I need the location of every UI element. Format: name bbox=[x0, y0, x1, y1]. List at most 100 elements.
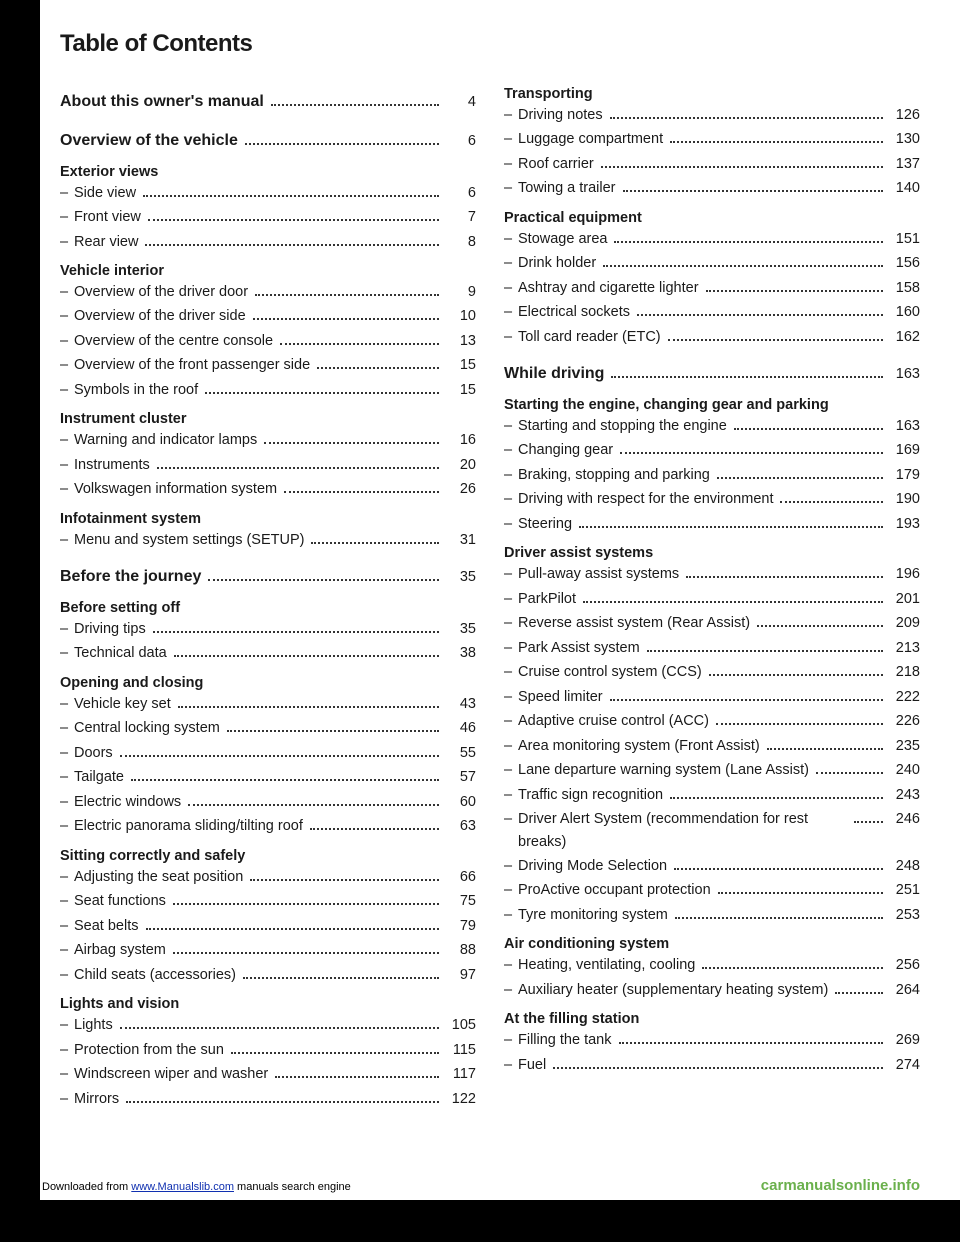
dash-icon: – bbox=[60, 890, 74, 912]
page-number: 38 bbox=[442, 642, 476, 664]
toc-entry: –Drink holder156 bbox=[504, 252, 920, 274]
page-number: 9 bbox=[442, 281, 476, 303]
dash-icon: – bbox=[504, 879, 518, 901]
page-number: 126 bbox=[886, 104, 920, 126]
leader-dots bbox=[157, 456, 439, 469]
entry-label: Front view bbox=[74, 206, 145, 228]
leader-dots bbox=[188, 793, 439, 806]
entry-label: Stowage area bbox=[518, 228, 611, 250]
page-number: 137 bbox=[886, 153, 920, 175]
entry-label: Heating, ventilating, cooling bbox=[518, 954, 699, 976]
entry-label: Instruments bbox=[74, 454, 154, 476]
toc-entry: –Front view7 bbox=[60, 206, 476, 228]
page-number: 253 bbox=[886, 904, 920, 926]
dash-icon: – bbox=[504, 464, 518, 486]
page-number: 55 bbox=[442, 742, 476, 764]
page-title: Table of Contents bbox=[60, 30, 920, 58]
leader-dots bbox=[610, 688, 883, 701]
toc-entry: –Towing a trailer140 bbox=[504, 177, 920, 199]
toc-entry: –Ashtray and cigarette lighter158 bbox=[504, 277, 920, 299]
dash-icon: – bbox=[60, 866, 74, 888]
dash-icon: – bbox=[60, 693, 74, 715]
page-number: 7 bbox=[442, 206, 476, 228]
dash-icon: – bbox=[504, 759, 518, 781]
toc-entry: –Symbols in the roof15 bbox=[60, 379, 476, 401]
toc-entry: –Windscreen wiper and washer117 bbox=[60, 1063, 476, 1085]
dash-icon: – bbox=[504, 177, 518, 199]
entry-label: Electrical sockets bbox=[518, 301, 634, 323]
entry-label: Roof carrier bbox=[518, 153, 598, 175]
toc-entry: –Reverse assist system (Rear Assist)209 bbox=[504, 612, 920, 634]
toc-entry: –Electrical sockets160 bbox=[504, 301, 920, 323]
page-number: 88 bbox=[442, 939, 476, 961]
toc-entry: –Roof carrier137 bbox=[504, 153, 920, 175]
entry-label: Protection from the sun bbox=[74, 1039, 228, 1061]
entry-label: Traffic sign recognition bbox=[518, 784, 667, 806]
leader-dots bbox=[173, 892, 439, 905]
entry-label: Pull-away assist systems bbox=[518, 563, 683, 585]
entry-label: Symbols in the roof bbox=[74, 379, 202, 401]
toc-section: About this owner's manual4 bbox=[60, 90, 476, 115]
toc-entry: –Auxiliary heater (supplementary heating… bbox=[504, 979, 920, 1001]
page-number: 10 bbox=[442, 305, 476, 327]
entry-label: Cruise control system (CCS) bbox=[518, 661, 706, 683]
dash-icon: – bbox=[60, 182, 74, 204]
page-number: 213 bbox=[886, 637, 920, 659]
dash-icon: – bbox=[504, 735, 518, 757]
leader-dots bbox=[670, 130, 883, 143]
leader-dots bbox=[734, 417, 883, 430]
entry-label: Rear view bbox=[74, 231, 142, 253]
dash-icon: – bbox=[60, 766, 74, 788]
entry-label: Airbag system bbox=[74, 939, 170, 961]
page-number: 163 bbox=[886, 415, 920, 437]
entry-label: Towing a trailer bbox=[518, 177, 620, 199]
download-link[interactable]: www.Manualslib.com bbox=[131, 1181, 234, 1193]
page-number: 248 bbox=[886, 855, 920, 877]
page-number: 16 bbox=[442, 429, 476, 451]
toc-subtitle: Opening and closing bbox=[60, 675, 476, 691]
leader-dots bbox=[173, 941, 439, 954]
leader-dots bbox=[583, 590, 883, 603]
toc-section: While driving163 bbox=[504, 362, 920, 387]
watermark: carmanualsonline.info bbox=[761, 1177, 920, 1194]
dash-icon: – bbox=[504, 563, 518, 585]
entry-label: Reverse assist system (Rear Assist) bbox=[518, 612, 754, 634]
leader-dots bbox=[675, 906, 883, 919]
toc-entry: –Toll card reader (ETC)162 bbox=[504, 326, 920, 348]
page-number: 35 bbox=[442, 618, 476, 640]
entry-label: Driving with respect for the environment bbox=[518, 488, 777, 510]
entry-label: Windscreen wiper and washer bbox=[74, 1063, 272, 1085]
dash-icon: – bbox=[504, 954, 518, 976]
toc-subtitle: At the filling station bbox=[504, 1011, 920, 1027]
leader-dots bbox=[310, 817, 439, 830]
dash-icon: – bbox=[504, 1054, 518, 1076]
toc-entry: –Overview of the driver door9 bbox=[60, 281, 476, 303]
manual-page: Table of Contents About this owner's man… bbox=[40, 0, 960, 1200]
toc-entry: –Driving tips35 bbox=[60, 618, 476, 640]
page-number: 57 bbox=[442, 766, 476, 788]
dash-icon: – bbox=[60, 915, 74, 937]
leader-dots bbox=[668, 328, 883, 341]
leader-dots bbox=[702, 956, 883, 969]
toc-columns: About this owner's manual4Overview of th… bbox=[60, 76, 920, 1112]
toc-right-column: Transporting–Driving notes126–Luggage co… bbox=[504, 76, 920, 1112]
toc-section: Before the journey35 bbox=[60, 565, 476, 590]
toc-entry: –Overview of the driver side10 bbox=[60, 305, 476, 327]
leader-dots bbox=[231, 1041, 439, 1054]
dash-icon: – bbox=[504, 661, 518, 683]
toc-entry: –Park Assist system213 bbox=[504, 637, 920, 659]
leader-dots bbox=[311, 531, 439, 544]
toc-entry: –Changing gear169 bbox=[504, 439, 920, 461]
dash-icon: – bbox=[60, 478, 74, 500]
download-prefix: Downloaded from bbox=[42, 1181, 131, 1193]
leader-dots bbox=[253, 307, 439, 320]
toc-entry: –Driving notes126 bbox=[504, 104, 920, 126]
dash-icon: – bbox=[60, 791, 74, 813]
page-number: 115 bbox=[442, 1039, 476, 1061]
dash-icon: – bbox=[504, 326, 518, 348]
leader-dots bbox=[275, 1065, 439, 1078]
entry-label: Warning and indicator lamps bbox=[74, 429, 261, 451]
page-number: 46 bbox=[442, 717, 476, 739]
toc-entry: –Driver Alert System (recommendation for… bbox=[504, 808, 920, 853]
leader-dots bbox=[716, 712, 883, 725]
